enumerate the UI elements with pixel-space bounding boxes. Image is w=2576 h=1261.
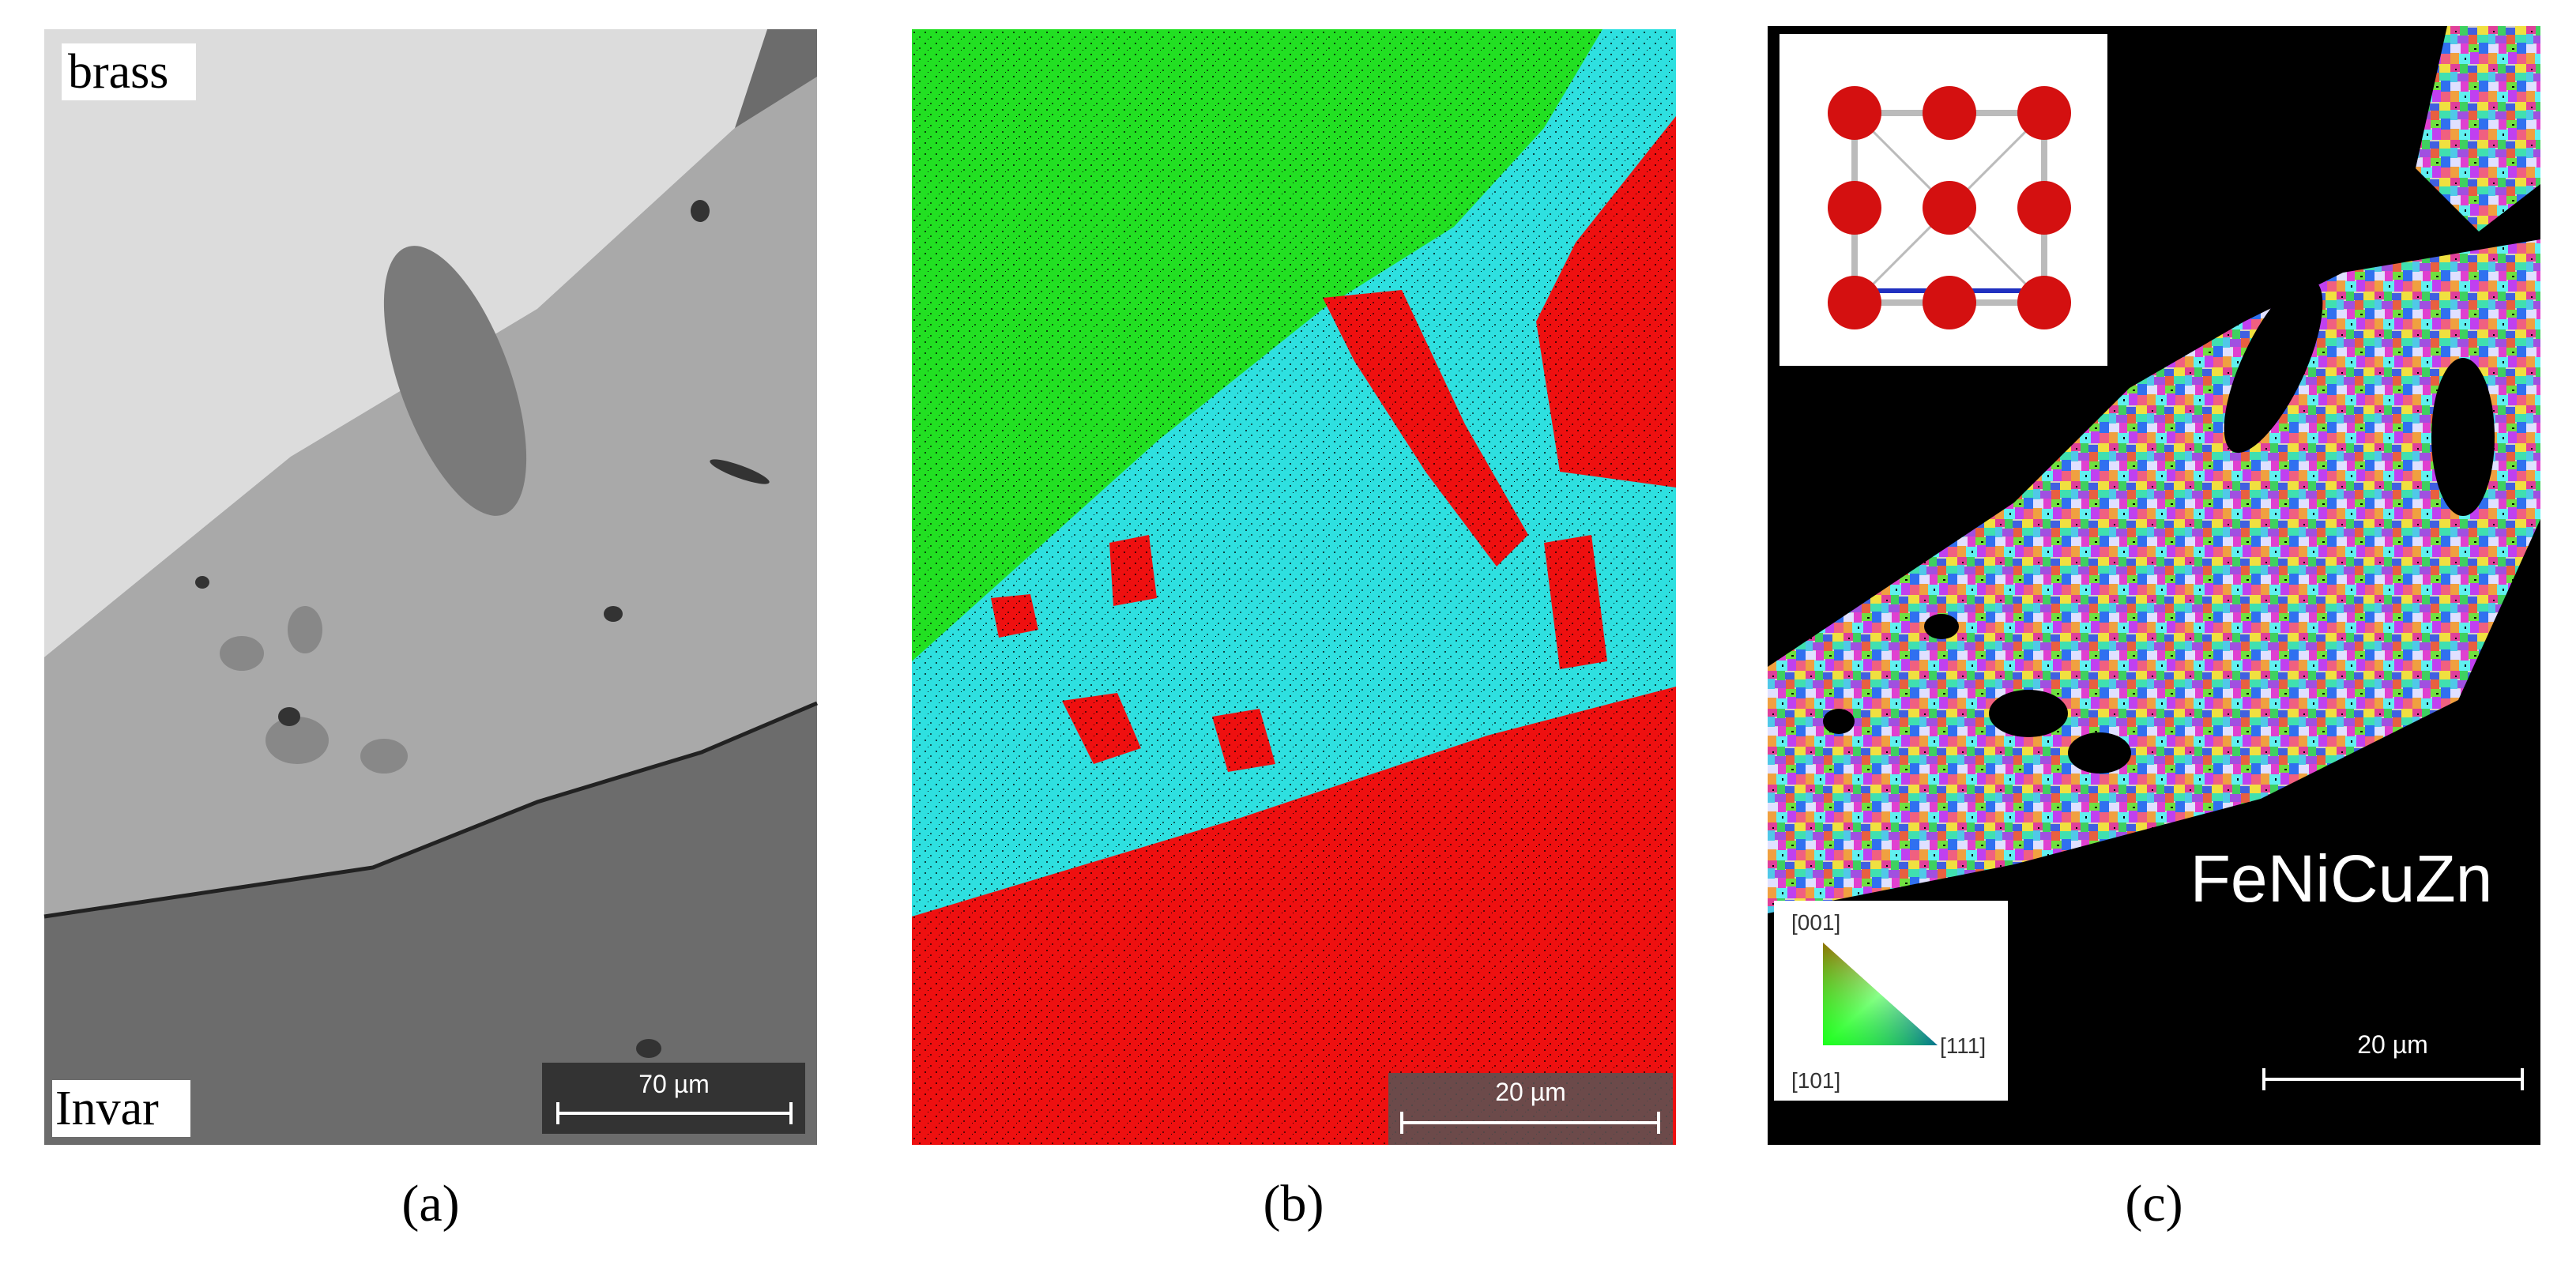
decoration <box>2017 276 2071 329</box>
material-label: Invar <box>55 1082 159 1135</box>
scale-bar <box>1400 1112 1660 1134</box>
decoration <box>220 636 264 671</box>
decoration <box>1923 181 1976 235</box>
decoration <box>266 717 329 764</box>
scale-bar <box>556 1102 793 1124</box>
pores <box>195 200 770 1058</box>
ipf-triangle <box>1823 943 1938 1045</box>
decoration <box>2068 732 2131 774</box>
decoration <box>1923 86 1976 140</box>
decoration <box>691 200 710 222</box>
decoration <box>604 606 623 622</box>
decoration <box>1924 614 1959 639</box>
ipf-label: [111] <box>1940 1033 1986 1058</box>
decoration <box>383 246 527 516</box>
scale-bar-bg <box>542 1063 805 1134</box>
interface-line <box>43 701 818 919</box>
unit-cell <box>1828 86 2071 329</box>
decoration <box>360 739 408 774</box>
grain-map <box>2416 26 2540 231</box>
panel-a: brass Invar 70 µm <box>43 29 818 1145</box>
voids <box>1823 278 2495 774</box>
ipf-key-inset <box>1774 901 2008 1101</box>
decoration <box>1923 276 1976 329</box>
interlayer-region <box>44 77 817 917</box>
decoration <box>710 459 770 484</box>
material-label: brass <box>68 45 168 99</box>
label-bg <box>52 1080 190 1137</box>
panel-b: 20 µm <box>912 29 1676 1145</box>
panel-label: (c) <box>2125 1175 2182 1233</box>
decoration <box>2017 86 2071 140</box>
decoration <box>1989 690 2068 737</box>
decoration <box>2017 181 2071 235</box>
decoration <box>1828 181 1881 235</box>
scale-bar-label: 70 µm <box>638 1070 710 1098</box>
decoration <box>1828 276 1881 329</box>
decoration <box>278 707 300 726</box>
decoration <box>636 1039 661 1058</box>
ipf-label: [001] <box>1791 910 1840 935</box>
decoration <box>195 576 209 589</box>
ipf-label: [101] <box>1791 1068 1840 1093</box>
decoration <box>1823 709 1855 734</box>
scale-bar-label: 20 µm <box>1495 1078 1566 1106</box>
panel-label: (a) <box>401 1175 459 1233</box>
decoration <box>2431 358 2495 516</box>
grain-map <box>1768 239 2540 913</box>
decoration <box>2224 278 2323 454</box>
decoration <box>288 606 322 653</box>
decoration <box>1828 86 1881 140</box>
scale-bar <box>2262 1068 2524 1090</box>
panel-label: (b) <box>1264 1175 1324 1233</box>
decoration <box>1828 86 2071 329</box>
phase-label: FeNiCuZn <box>2190 841 2493 916</box>
label-bg <box>62 43 196 100</box>
scale-bar-bg <box>1388 1073 1673 1145</box>
texture <box>912 29 1676 1145</box>
panel-c: FeNiCuZn [001] [101] [111] 20 µm <box>1768 26 2540 1145</box>
scale-bar-label: 20 µm <box>2357 1030 2428 1059</box>
